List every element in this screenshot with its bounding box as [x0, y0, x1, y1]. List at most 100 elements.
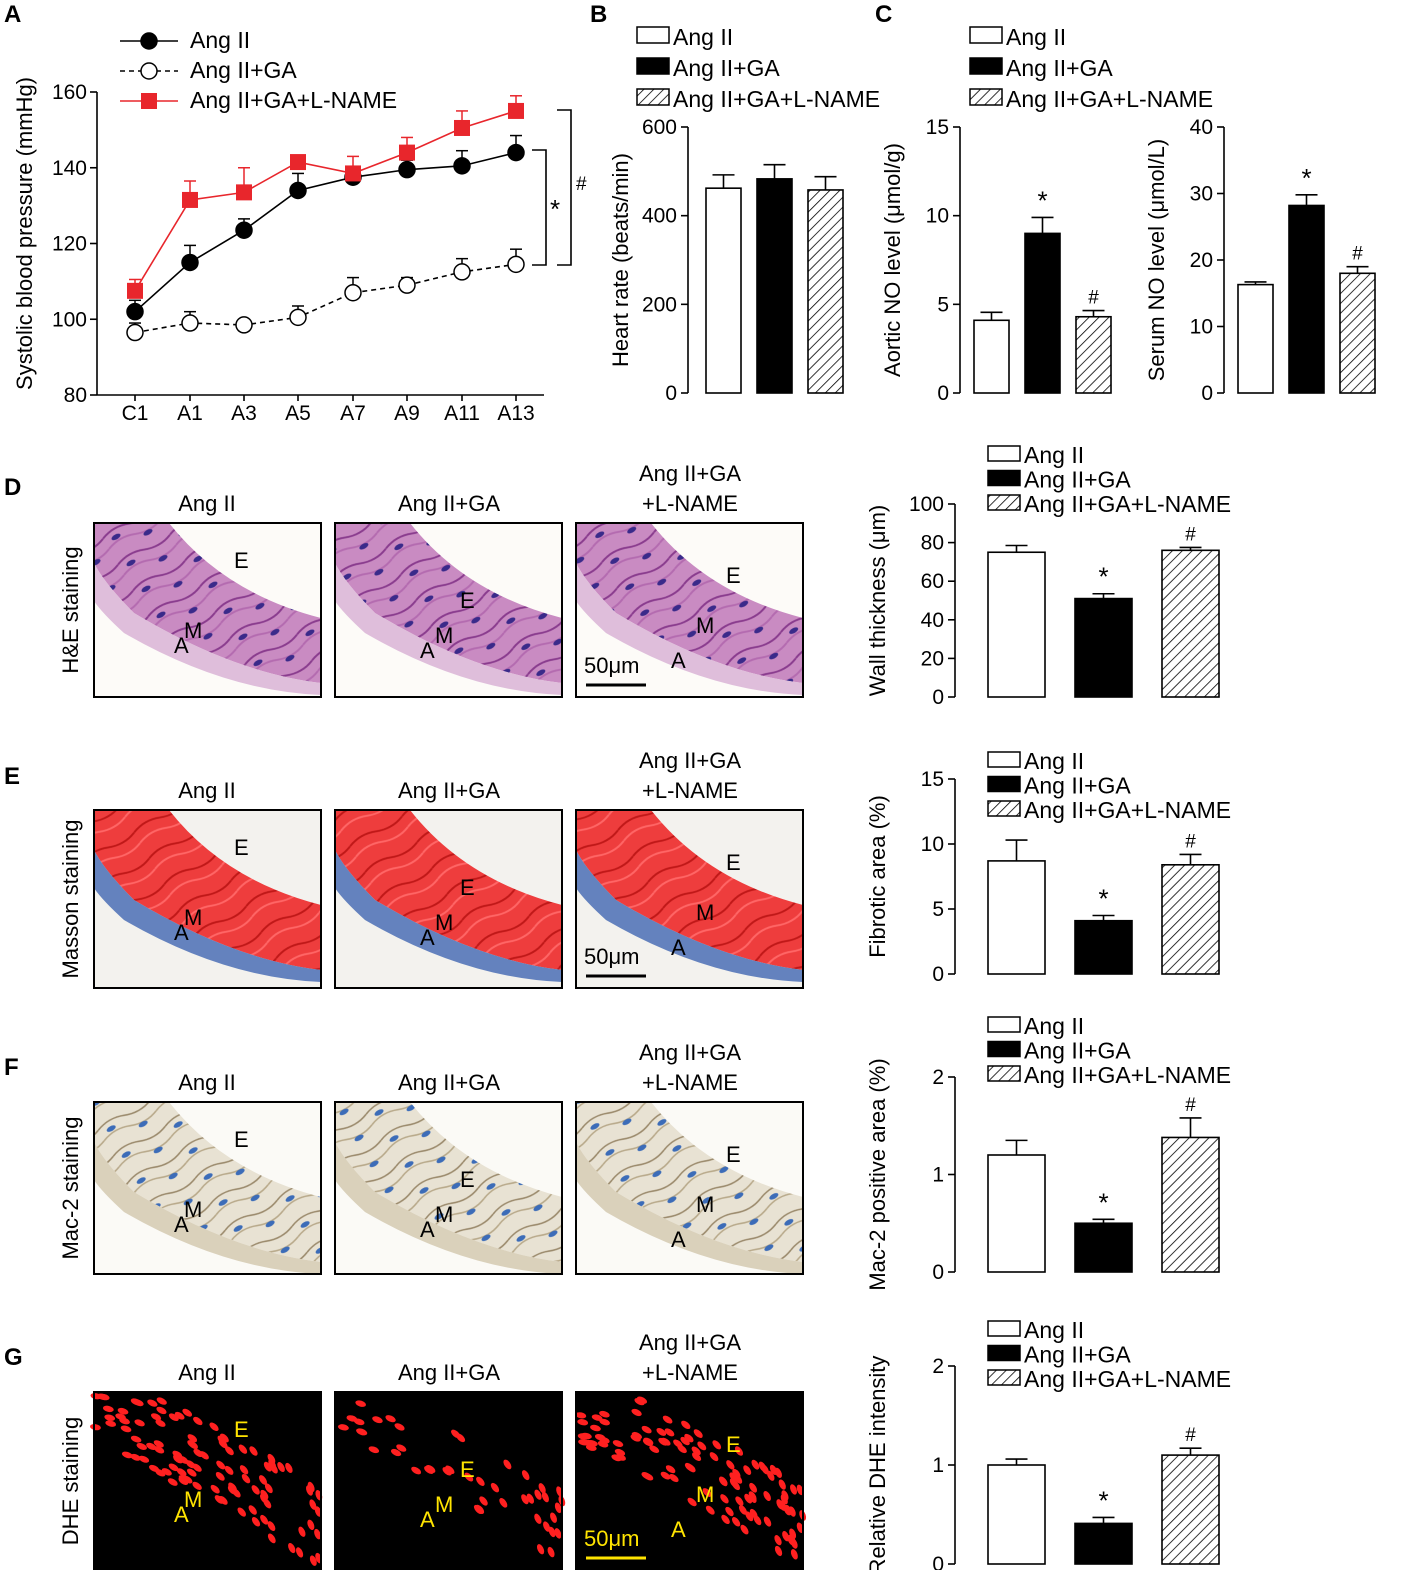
vessel-wall	[576, 523, 803, 683]
adventitia	[335, 563, 562, 695]
bar	[1075, 315, 1112, 394]
dhe-nucleus	[554, 1502, 562, 1514]
vessel-wall	[94, 1102, 321, 1262]
legend-swatch	[987, 1344, 1021, 1362]
y-tick-label: 80	[64, 384, 87, 407]
layer-label-m: M	[184, 905, 202, 930]
y-axis-title: Systolic blood pressure (mmHg)	[12, 77, 37, 390]
dhe-nucleus	[117, 1407, 129, 1415]
y-tick-label: 40	[1190, 116, 1213, 139]
dhe-nucleus	[673, 1439, 683, 1448]
dhe-nucleus	[767, 1470, 775, 1481]
micrograph-bg	[94, 1392, 321, 1570]
dhe-nucleus	[224, 1465, 234, 1475]
dhe-nucleus	[702, 1488, 712, 1497]
legend-label: Ang II+GA	[673, 55, 780, 81]
image-title: Ang II+GA	[639, 461, 741, 486]
dhe-nucleus	[187, 1434, 198, 1443]
data-point	[398, 276, 416, 294]
dhe-nucleus	[780, 1494, 788, 1505]
dhe-nucleus	[134, 1419, 145, 1427]
legend-swatch	[987, 445, 1021, 462]
x-tick-label: A7	[340, 402, 366, 425]
dhe-nucleus	[227, 1485, 237, 1495]
dhe-nucleus	[105, 1420, 117, 1427]
y-tick-label: 0	[932, 1553, 944, 1570]
layer-label-m: M	[435, 910, 453, 935]
dhe-nucleus	[241, 1473, 251, 1484]
layer-label-e: E	[726, 850, 741, 875]
layer-label-a: A	[671, 935, 686, 960]
dhe-nucleus	[249, 1446, 258, 1456]
dhe-nucleus	[684, 1462, 695, 1472]
y-tick-label: 2	[932, 1066, 944, 1089]
dhe-nucleus	[615, 1453, 626, 1461]
dhe-nucleus	[577, 1433, 589, 1440]
dhe-nucleus	[251, 1485, 260, 1495]
y-tick-label: 20	[1190, 249, 1213, 272]
y-tick-label: 600	[642, 116, 677, 139]
bar	[987, 1154, 1046, 1273]
y-tick-label: 60	[921, 570, 944, 593]
dhe-nucleus	[147, 1399, 158, 1407]
legend-swatch	[987, 494, 1021, 511]
dhe-nucleus	[662, 1415, 673, 1424]
y-tick-label: 0	[932, 1261, 944, 1284]
micrograph-bg	[576, 1392, 803, 1570]
adventitia	[94, 563, 321, 695]
series-line	[134, 110, 517, 292]
dhe-nucleus	[161, 1468, 172, 1476]
dhe-nucleus	[216, 1460, 226, 1470]
dhe-nucleus	[153, 1440, 164, 1448]
legend-label: Ang II+GA	[1024, 467, 1131, 493]
dhe-nucleus	[751, 1459, 760, 1470]
layer-label-e: E	[234, 1127, 249, 1152]
significance-hash: #	[1352, 244, 1363, 265]
y-axis-title: Relative DHE intensity	[865, 1356, 890, 1570]
dhe-nucleus	[121, 1451, 133, 1459]
y-tick-label: 5	[932, 898, 944, 921]
y-tick-label: 10	[921, 833, 944, 856]
legend-label: Ang II+GA	[1024, 773, 1131, 799]
bar	[807, 189, 844, 394]
dhe-nucleus	[186, 1468, 197, 1477]
micrograph-frame	[93, 1391, 322, 1570]
dhe-nucleus	[743, 1465, 752, 1475]
image-title: Ang II+GA	[398, 1070, 500, 1095]
layer-label-e: E	[460, 588, 475, 613]
bar	[705, 187, 742, 394]
dhe-nucleus	[353, 1418, 365, 1426]
layer-label-a: A	[671, 1517, 686, 1542]
bar	[1288, 204, 1325, 394]
layer-label-e: E	[460, 1457, 475, 1482]
dhe-nucleus	[173, 1454, 183, 1463]
legend-label: Ang II+GA	[1006, 55, 1113, 81]
image-title: Ang II	[178, 1070, 235, 1095]
legend-label: Ang II	[1024, 442, 1084, 468]
dhe-nucleus	[176, 1468, 187, 1477]
layer-label-e: E	[460, 1167, 475, 1192]
image-title: Ang II+GA	[639, 1330, 741, 1355]
dhe-nucleus	[104, 1414, 116, 1421]
image-title: Ang II+GA	[398, 778, 500, 803]
significance-hash: #	[1185, 1095, 1196, 1116]
dhe-nucleus	[649, 1445, 660, 1453]
dhe-nucleus	[594, 1434, 606, 1441]
vessel-wall	[576, 1102, 803, 1262]
y-tick-label: 100	[909, 493, 944, 516]
layer-label-m: M	[696, 900, 714, 925]
stain-label: Mac-2 staining	[58, 1116, 83, 1259]
data-point	[127, 282, 143, 299]
dhe-nucleus	[725, 1506, 734, 1517]
dhe-nucleus	[745, 1511, 754, 1522]
layer-label-e: E	[460, 875, 475, 900]
dhe-nucleus	[178, 1477, 189, 1485]
dhe-nucleus	[687, 1497, 697, 1507]
dhe-nucleus	[267, 1533, 276, 1544]
layer-label-a: A	[671, 1227, 686, 1252]
legend-swatch	[987, 800, 1021, 817]
dhe-nucleus	[796, 1484, 804, 1496]
dhe-nucleus	[464, 1472, 474, 1482]
dhe-nucleus	[182, 1408, 193, 1417]
dhe-nucleus	[712, 1440, 722, 1450]
